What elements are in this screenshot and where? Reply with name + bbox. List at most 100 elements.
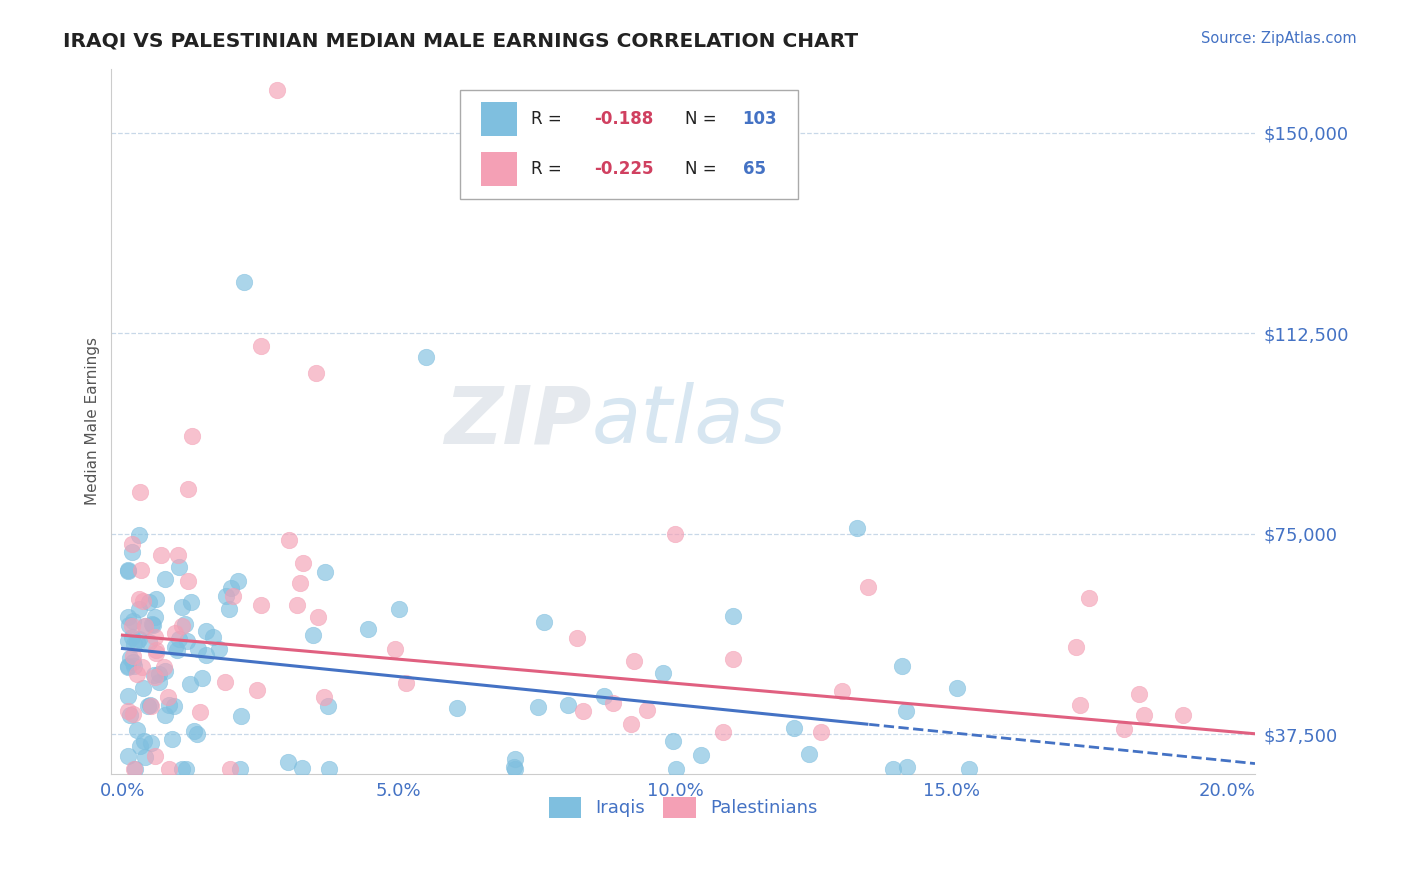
Point	[567, 631, 589, 645]
Point	[143, 630, 166, 644]
Point	[143, 749, 166, 764]
Point	[170, 619, 193, 633]
Point	[167, 632, 190, 646]
Point	[128, 591, 150, 606]
Point	[117, 689, 139, 703]
Point	[711, 724, 734, 739]
Point	[190, 671, 212, 685]
Point	[1133, 708, 1156, 723]
Point	[602, 696, 624, 710]
Point	[134, 733, 156, 747]
Point	[384, 641, 406, 656]
Point	[195, 624, 218, 639]
Point	[231, 709, 253, 723]
Point	[723, 651, 745, 665]
Point	[896, 760, 918, 774]
Point	[314, 690, 336, 704]
Point	[117, 704, 139, 718]
Point	[557, 698, 579, 712]
Point	[285, 598, 308, 612]
Point	[831, 684, 853, 698]
Point	[957, 762, 980, 776]
Point	[143, 610, 166, 624]
Point	[156, 690, 179, 704]
Point	[142, 618, 165, 632]
Point	[145, 591, 167, 606]
Point	[858, 580, 880, 594]
Text: -0.225: -0.225	[593, 161, 654, 178]
Point	[153, 708, 176, 723]
Text: R =: R =	[531, 161, 567, 178]
Point	[141, 699, 163, 714]
Point	[208, 641, 231, 656]
Text: N =: N =	[686, 161, 723, 178]
Point	[201, 630, 224, 644]
Point	[125, 723, 148, 738]
Point	[128, 528, 150, 542]
Text: IRAQI VS PALESTINIAN MEDIAN MALE EARNINGS CORRELATION CHART: IRAQI VS PALESTINIAN MEDIAN MALE EARNING…	[63, 31, 859, 50]
Point	[121, 619, 143, 633]
Point	[138, 634, 160, 648]
Point	[128, 632, 150, 647]
Point	[797, 747, 820, 762]
Point	[620, 717, 643, 731]
Point	[894, 704, 917, 718]
Point	[446, 700, 468, 714]
Point	[305, 366, 328, 380]
Point	[181, 428, 204, 442]
Point	[145, 646, 167, 660]
Point	[138, 595, 160, 609]
Text: N =: N =	[686, 111, 723, 128]
Point	[214, 674, 236, 689]
Point	[176, 633, 198, 648]
Point	[662, 734, 685, 748]
Point	[124, 762, 146, 776]
Point	[117, 563, 139, 577]
Point	[664, 526, 686, 541]
Text: 103: 103	[742, 111, 778, 128]
Point	[122, 658, 145, 673]
Point	[143, 670, 166, 684]
Point	[219, 581, 242, 595]
Point	[301, 628, 323, 642]
Point	[180, 595, 202, 609]
Text: Source: ZipAtlas.com: Source: ZipAtlas.com	[1201, 31, 1357, 46]
Text: -0.188: -0.188	[593, 111, 654, 128]
Point	[139, 698, 162, 712]
Point	[142, 668, 165, 682]
Point	[167, 548, 190, 562]
Point	[277, 756, 299, 770]
Point	[121, 614, 143, 628]
Point	[291, 556, 314, 570]
Point	[179, 676, 201, 690]
Point	[117, 634, 139, 648]
Point	[593, 689, 616, 703]
Point	[1064, 640, 1087, 654]
Point	[946, 681, 969, 696]
FancyBboxPatch shape	[481, 103, 517, 136]
Point	[503, 759, 526, 773]
Point	[122, 649, 145, 664]
Point	[318, 762, 340, 776]
Point	[121, 536, 143, 550]
Point	[131, 563, 153, 577]
Point	[129, 739, 152, 753]
FancyBboxPatch shape	[481, 153, 517, 186]
Point	[219, 762, 242, 776]
Point	[129, 484, 152, 499]
Point	[1078, 591, 1101, 605]
Point	[134, 619, 156, 633]
Point	[148, 675, 170, 690]
Point	[571, 704, 593, 718]
Point	[388, 601, 411, 615]
Point	[117, 610, 139, 624]
Point	[249, 339, 271, 353]
Point	[623, 654, 645, 668]
Point	[122, 637, 145, 651]
Point	[783, 721, 806, 735]
Point	[266, 83, 288, 97]
Point	[246, 682, 269, 697]
Point	[229, 762, 252, 776]
Point	[810, 724, 832, 739]
Point	[131, 659, 153, 673]
